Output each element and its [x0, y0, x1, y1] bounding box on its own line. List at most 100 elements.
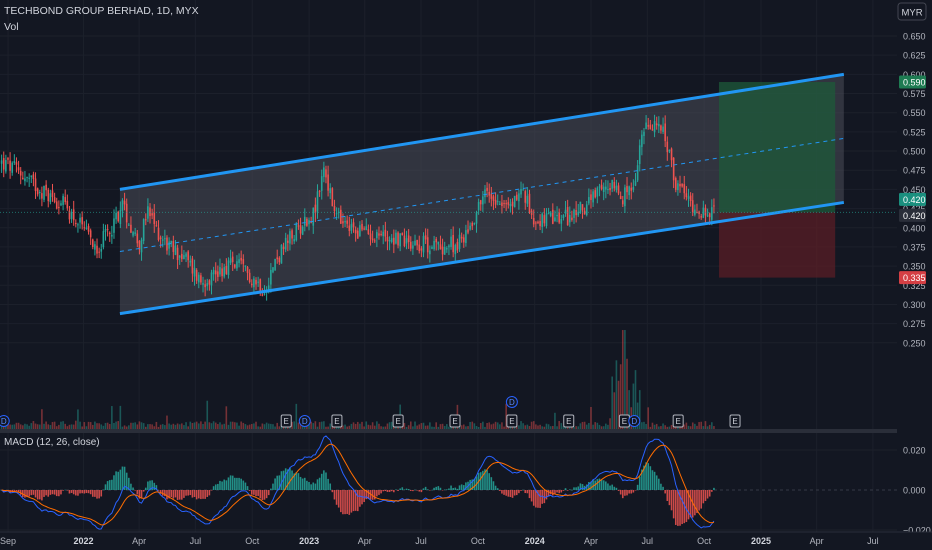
- macd-histogram-bar: [2, 490, 5, 493]
- macd-histogram-bar: [331, 490, 334, 493]
- time-axis[interactable]: Sep 2022 Apr Jul Oct 2023 Apr Jul Oct 2024 Apr Jul O…: [0, 531, 932, 550]
- candle-body: [208, 280, 211, 285]
- candle-body: [123, 200, 126, 205]
- candle-body: [81, 217, 83, 225]
- price-tag-label: 0.420: [903, 195, 926, 205]
- candle-body: [22, 177, 24, 180]
- macd-histogram-bar: [615, 487, 618, 490]
- volume-bar: [113, 422, 115, 429]
- candle-body: [293, 239, 295, 242]
- dividend-marker[interactable]: [298, 415, 311, 427]
- macd-histogram-bar: [649, 466, 652, 490]
- volume-bar: [499, 424, 501, 429]
- candle-body: [484, 189, 486, 198]
- candle-body: [64, 197, 67, 203]
- candle-body: [94, 244, 96, 250]
- candle-body: [77, 224, 79, 226]
- candle-body: [477, 201, 480, 211]
- macd-histogram-bar: [439, 487, 442, 490]
- price-axis[interactable]: 0.650 0.625 0.600 0.575 0.550 0.525 0.500 0.475…: [897, 0, 932, 532]
- candle-body: [371, 238, 374, 241]
- macd-histogram-bar: [713, 487, 715, 490]
- candle-body: [501, 202, 503, 206]
- candle-body: [234, 264, 236, 268]
- channel-lower-line[interactable]: [119, 200, 845, 316]
- candle-body: [458, 234, 461, 249]
- macd-histogram-bar: [293, 473, 295, 490]
- volume-bar: [195, 421, 198, 429]
- candle-body: [628, 186, 630, 196]
- macd-histogram-bar: [403, 489, 406, 490]
- volume-bar: [579, 423, 582, 429]
- earnings-marker-label: E: [509, 417, 514, 426]
- candle-body: [583, 210, 586, 215]
- macd-histogram-bar: [178, 490, 181, 500]
- volume-bar: [554, 412, 556, 429]
- channel-lines[interactable]: [119, 72, 845, 316]
- earnings-marker[interactable]: [729, 414, 741, 428]
- volume-bar: [53, 421, 56, 429]
- volume-bar: [36, 424, 39, 429]
- macd-histogram-bar: [200, 490, 202, 500]
- parallel-channel[interactable]: [119, 74, 844, 314]
- volume-bar: [51, 422, 54, 429]
- channel-upper-line[interactable]: [119, 72, 845, 191]
- macd-histogram-bar: [306, 480, 308, 490]
- dividend-marker[interactable]: [0, 415, 10, 427]
- macd-histogram-bar: [125, 472, 128, 490]
- dividend-marker[interactable]: [628, 415, 641, 427]
- macd-histogram-bar: [685, 490, 688, 522]
- volume-bar: [310, 421, 312, 429]
- candle-body: [636, 165, 639, 181]
- channel-fill: [119, 74, 844, 314]
- candle-body: [598, 186, 601, 188]
- macd-histogram-bar: [651, 470, 654, 490]
- macd-histogram-bar: [176, 490, 179, 500]
- volume-bar: [87, 421, 90, 429]
- candle-body: [197, 274, 200, 283]
- channel-midline[interactable]: [119, 137, 844, 253]
- volume-bar: [28, 425, 30, 429]
- macd-histogram-bar: [700, 490, 703, 509]
- candle-body: [594, 190, 597, 198]
- earnings-marker[interactable]: [280, 414, 292, 428]
- candle-body: [242, 259, 245, 264]
- time-axis-bg: [0, 532, 932, 550]
- volume-bar: [149, 424, 151, 429]
- macd-histogram-bar: [13, 490, 16, 491]
- candle-body: [382, 231, 385, 237]
- currency-button[interactable]: MYR: [897, 2, 927, 21]
- macd-histogram-bar: [458, 485, 461, 490]
- volume-bar: [528, 426, 531, 429]
- macd-histogram-bar: [592, 479, 594, 490]
- earnings-marker[interactable]: [506, 414, 518, 428]
- stop-zone[interactable]: [718, 212, 836, 278]
- earnings-marker[interactable]: [672, 414, 684, 428]
- candle-body: [13, 161, 16, 163]
- volume-bar: [41, 409, 43, 429]
- macd-histogram-bar: [418, 490, 421, 492]
- earnings-marker[interactable]: [331, 414, 343, 428]
- macd-histogram-bar: [68, 490, 71, 494]
- volume-bar: [416, 425, 418, 429]
- candle-body: [435, 238, 438, 243]
- candle-body: [151, 213, 153, 216]
- earnings-marker[interactable]: [563, 414, 575, 428]
- volume-bar: [386, 423, 389, 429]
- dividend-marker[interactable]: [505, 396, 518, 408]
- macd-histogram-bar: [575, 487, 577, 490]
- volume-bar: [274, 426, 276, 429]
- target-zone[interactable]: [718, 82, 836, 213]
- long-position-tool[interactable]: [718, 82, 836, 278]
- volume-bar: [369, 425, 372, 429]
- macd-histogram-bar: [43, 490, 45, 497]
- candle-body: [49, 193, 52, 203]
- macd-axis[interactable]: 0.020 0.000 −0.020: [903, 446, 931, 536]
- candle-body: [490, 193, 493, 199]
- macd-histogram-bar: [583, 485, 586, 490]
- event-markers[interactable]: D E D E E E EDE E D E E: [0, 396, 741, 428]
- pane-separator[interactable]: [0, 429, 932, 433]
- earnings-marker[interactable]: [392, 414, 404, 428]
- earnings-marker[interactable]: [449, 414, 461, 428]
